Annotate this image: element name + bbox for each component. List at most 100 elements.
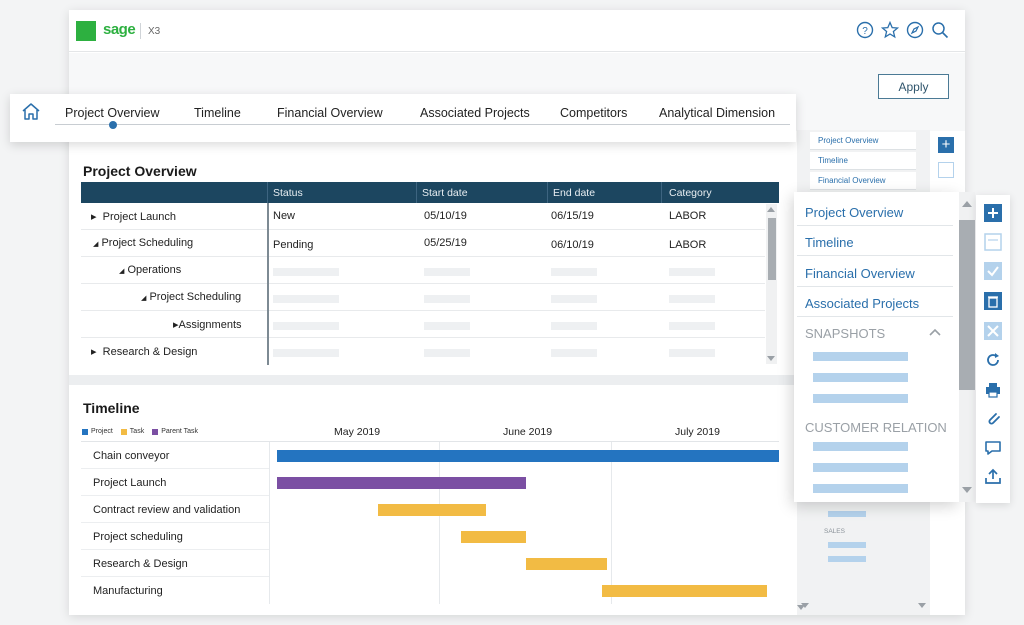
category-cell: LABOR [669,239,707,251]
apply-button[interactable]: Apply [878,74,949,99]
tab-analytical-dimension[interactable]: Analytical Dimension [659,106,776,120]
gantt-bar-parent-task[interactable] [277,477,526,489]
table-scroll-thumb[interactable] [768,218,776,280]
home-icon[interactable] [20,101,42,123]
tab-financial-overview[interactable]: Financial Overview [277,106,383,120]
collapse-icon[interactable]: ◢ [141,295,147,302]
snapshots-section-header[interactable]: SNAPSHOTS [805,326,886,341]
gantt-bar-task[interactable] [602,585,767,597]
gantt-bar-task[interactable] [378,504,486,516]
placeholder-link[interactable] [828,542,866,548]
timeline-row[interactable]: Contract review and validation [81,496,269,523]
trash-icon[interactable] [984,292,1002,310]
gantt-bar-project[interactable] [277,450,779,462]
tab-project-overview[interactable]: Project Overview [65,106,160,120]
column-header-end-date[interactable]: End date [553,187,596,199]
timeline-row[interactable]: Chain conveyor [81,442,269,469]
month-label: May 2019 [334,426,381,438]
side-link[interactable]: Financial Overview [810,172,916,190]
table-row[interactable]: ◢ Project Scheduling Pending 05/25/19 06… [81,230,765,257]
logo-divider [140,23,141,39]
collapse-icon[interactable]: ◢ [119,268,125,275]
table-row[interactable]: ▸ Research & Design [81,338,765,365]
gantt-bar-task[interactable] [526,558,607,570]
document-icon[interactable] [984,233,1002,251]
table-row[interactable]: ◢ Project Scheduling [81,284,765,311]
row-name: ◢ Project Scheduling [141,291,242,303]
placeholder-cell [551,295,597,303]
sage-logo-text: sage [103,21,136,38]
scroll-up-arrow-icon[interactable] [962,201,972,207]
placeholder-link[interactable] [813,463,908,472]
grid-line [611,442,612,604]
placeholder-link[interactable] [813,352,908,361]
collapse-icon[interactable]: ◢ [93,241,99,248]
search-icon[interactable] [931,21,949,39]
scroll-down-arrow-icon[interactable] [767,356,775,361]
dropdown-item-project-overview[interactable]: Project Overview [797,198,953,226]
check-icon[interactable] [984,262,1002,280]
column-header-status[interactable]: Status [273,187,303,199]
help-icon[interactable]: ? [856,21,874,39]
nav-track [55,124,790,125]
placeholder-link[interactable] [813,442,908,451]
comment-icon[interactable] [984,439,1002,457]
placeholder-link[interactable] [828,556,866,562]
dropdown-scroll-thumb[interactable] [959,220,975,390]
scroll-down-arrow-icon[interactable] [918,603,926,608]
table-row[interactable]: ◢ Operations [81,257,765,284]
customer-relation-section-header[interactable]: CUSTOMER RELATION [805,420,947,435]
scroll-up-arrow-icon[interactable] [767,207,775,212]
add-icon[interactable]: + [938,137,954,153]
navigation-dropdown: Project Overview Timeline Financial Over… [794,192,959,502]
table-row[interactable]: ▸ Project Launch New 05/10/19 06/15/19 L… [81,203,765,230]
expand-icon[interactable]: ▸ [91,346,97,358]
dropdown-item-financial-overview[interactable]: Financial Overview [797,259,953,287]
legend-task: Task [120,428,144,435]
scroll-down-arrow-icon[interactable] [962,487,972,493]
placeholder-cell [424,349,470,357]
placeholder-link[interactable] [813,394,908,403]
side-link[interactable]: Project Overview [810,132,916,150]
compass-icon[interactable] [906,21,924,39]
active-tab-indicator [109,121,117,129]
placeholder-cell [424,322,470,330]
refresh-icon[interactable] [984,351,1002,369]
star-icon[interactable] [881,21,899,39]
dropdown-item-associated-projects[interactable]: Associated Projects [797,289,953,317]
document-icon[interactable] [938,162,954,178]
project-overview-title: Project Overview [83,163,197,179]
close-icon[interactable] [984,322,1002,340]
placeholder-link[interactable] [828,511,866,517]
placeholder-link[interactable] [813,373,908,382]
tab-competitors[interactable]: Competitors [560,106,628,120]
chevron-up-icon[interactable] [929,326,941,336]
month-label: July 2019 [675,426,720,438]
status-cell: Pending [273,239,314,251]
table-scrollbar[interactable] [766,204,777,364]
row-name: ◢ Project Scheduling [93,237,194,249]
placeholder-link[interactable] [813,484,908,493]
attachment-icon[interactable] [984,410,1002,428]
expand-icon[interactable]: ▸ [91,211,97,223]
expand-icon[interactable]: ▸ [173,319,179,331]
timeline-row[interactable]: Project Launch [81,469,269,496]
task-label: Project Launch [93,477,167,489]
print-icon[interactable] [984,381,1002,399]
timeline-row[interactable]: Manufacturing [81,577,269,604]
add-icon[interactable] [984,204,1002,222]
upload-icon[interactable] [984,467,1002,485]
side-link[interactable]: Timeline [810,152,916,170]
timeline-row[interactable]: Research & Design [81,550,269,577]
column-header-category[interactable]: Category [669,187,712,199]
dropdown-item-timeline[interactable]: Timeline [797,228,953,256]
column-header-start-date[interactable]: Start date [422,187,468,199]
gantt-bar-task[interactable] [461,531,526,543]
tab-associated-projects[interactable]: Associated Projects [420,106,530,120]
table-row[interactable]: ▸Assignments [81,311,765,338]
status-cell: New [273,210,296,222]
placeholder-cell [551,268,597,276]
tab-timeline[interactable]: Timeline [194,106,241,120]
timeline-row[interactable]: Project scheduling [81,523,269,550]
scroll-down-arrow-icon[interactable] [801,603,809,608]
